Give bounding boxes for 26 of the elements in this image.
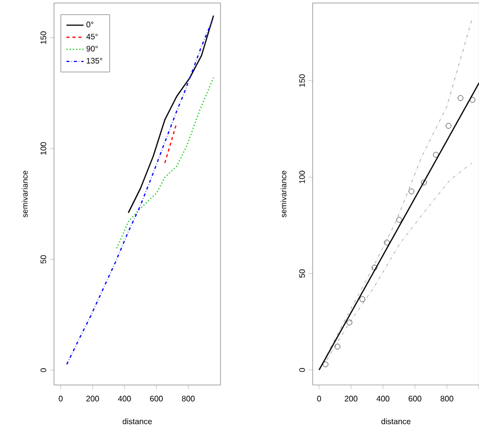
x-tick-label: 200 — [344, 396, 358, 402]
x-tick-label: 200 — [86, 396, 99, 402]
y-tick-label: 100 — [299, 170, 305, 184]
legend-label: 45° — [86, 34, 98, 40]
y-tick-label: 100 — [40, 142, 46, 155]
x-tick-label: 400 — [118, 396, 131, 402]
y-tick-label: 50 — [40, 255, 46, 264]
x-axis-title: distance — [122, 418, 152, 424]
legend-label: 0° — [86, 22, 94, 28]
x-tick-label: 0 — [58, 396, 63, 402]
x-tick-label: 0 — [317, 396, 322, 402]
y-tick-label: 150 — [40, 31, 46, 44]
y-tick-label: 50 — [299, 269, 305, 278]
y-axis-title: semivariance — [22, 170, 28, 218]
x-tick-label: 800 — [182, 396, 195, 402]
x-axis-title: distance — [381, 418, 410, 424]
x-tick-label: 400 — [376, 396, 390, 402]
legend-label: 135° — [86, 58, 102, 64]
y-axis-title: semivariance — [280, 170, 286, 218]
x-tick-label: 600 — [408, 396, 422, 402]
x-tick-label: 600 — [150, 396, 163, 402]
legend-label: 90° — [86, 46, 98, 52]
y-tick-label: 150 — [299, 74, 305, 87]
y-tick-label: 0 — [299, 368, 305, 372]
y-tick-label: 0 — [40, 368, 46, 372]
x-tick-label: 800 — [440, 396, 454, 402]
